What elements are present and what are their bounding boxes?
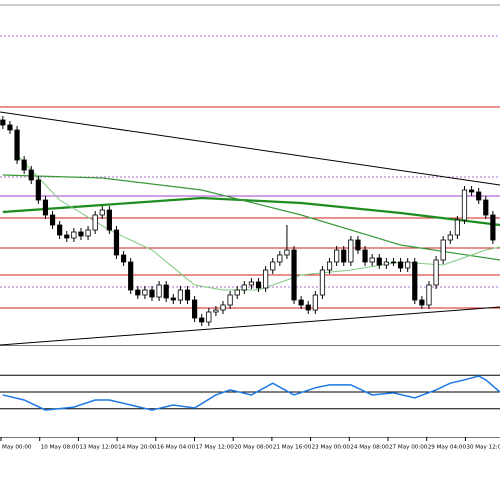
candle-body <box>135 289 141 296</box>
candle-body <box>312 294 318 311</box>
time-label: 10 May 08:00 <box>41 445 80 451</box>
candle-body <box>298 299 304 306</box>
time-label: 24 May 08:00 <box>350 445 389 451</box>
candle-body <box>277 254 283 263</box>
candle-body <box>71 231 77 239</box>
candle-body <box>85 229 91 237</box>
time-label: 17 May 12:00 <box>196 445 235 451</box>
candle-body <box>362 249 368 263</box>
candle-body <box>412 261 418 301</box>
candle-body <box>255 281 262 289</box>
moving-average <box>2 196 500 227</box>
candle-body <box>120 254 127 263</box>
time-label: May 00:00 <box>2 445 32 451</box>
time-label: 27 May 00:00 <box>389 445 428 451</box>
candle-body <box>476 191 482 201</box>
candle-body <box>21 159 27 171</box>
moving-average <box>2 174 500 261</box>
candle-body <box>78 231 84 237</box>
time-label: 20 May 08:00 <box>234 445 273 451</box>
candle-body <box>206 311 212 323</box>
candle-body <box>426 284 432 306</box>
candle-body <box>234 289 240 296</box>
candle-body <box>405 261 411 269</box>
candle-body <box>433 259 439 286</box>
time-label: 30 May 12:00 <box>466 445 500 451</box>
candle-body <box>447 234 453 241</box>
candle-body <box>461 189 468 221</box>
candle-body <box>35 179 41 201</box>
candle-body <box>14 129 20 161</box>
candle-body <box>291 249 297 301</box>
candle-body <box>184 289 191 301</box>
candle-body <box>319 269 326 296</box>
trend-line <box>0 111 500 186</box>
candle-body <box>376 257 382 266</box>
candle-body <box>270 261 276 271</box>
candle-body <box>241 284 247 291</box>
candle-body <box>106 209 112 231</box>
candle-body <box>220 304 226 311</box>
candle-body <box>192 299 198 319</box>
candle-body <box>163 284 169 299</box>
trend-line <box>0 306 500 346</box>
candle-body <box>397 261 404 269</box>
candle-body <box>355 239 361 251</box>
candle-body <box>42 199 49 216</box>
candle-body <box>57 224 63 236</box>
candle-body <box>199 317 205 323</box>
time-label: 21 May 16:00 <box>273 445 312 451</box>
candle-body <box>7 124 13 131</box>
candle-body <box>419 299 425 306</box>
candle-body <box>263 269 269 289</box>
candle-body <box>227 294 233 306</box>
time-label: 23 May 00:00 <box>312 445 351 451</box>
candle-body <box>326 261 333 271</box>
candle-body <box>334 249 340 263</box>
candle-body <box>92 214 98 231</box>
candle-body <box>383 261 389 266</box>
candle-body <box>468 189 475 193</box>
candle-body <box>348 239 354 263</box>
candle-body <box>213 309 219 313</box>
candle-body <box>440 239 446 261</box>
candle-body <box>113 229 120 256</box>
candle-body <box>454 219 460 236</box>
candle-body <box>305 304 311 311</box>
candle-body <box>142 289 148 296</box>
candle-body <box>284 249 290 256</box>
candle-body <box>99 209 105 216</box>
oscillator-line <box>2 375 500 411</box>
candle-body <box>49 214 56 226</box>
time-label: 29 May 04:00 <box>428 445 467 451</box>
candle-body <box>128 261 134 291</box>
candle-body <box>149 289 155 298</box>
candle-body <box>28 169 34 181</box>
candle-body <box>170 297 176 301</box>
candle-body <box>341 249 347 263</box>
time-label: 13 May 12:00 <box>79 445 118 451</box>
candle-body <box>156 284 162 298</box>
candle-body <box>483 199 489 216</box>
candle-body <box>0 119 6 126</box>
candle-body <box>369 257 375 263</box>
candle-body <box>390 261 397 264</box>
time-label: 14 May 20:00 <box>118 445 157 451</box>
candle-body <box>177 289 183 301</box>
candle-body <box>64 234 70 239</box>
candle-body <box>490 214 496 241</box>
candle-body <box>248 281 255 286</box>
time-label: 16 May 04:00 <box>157 445 196 451</box>
